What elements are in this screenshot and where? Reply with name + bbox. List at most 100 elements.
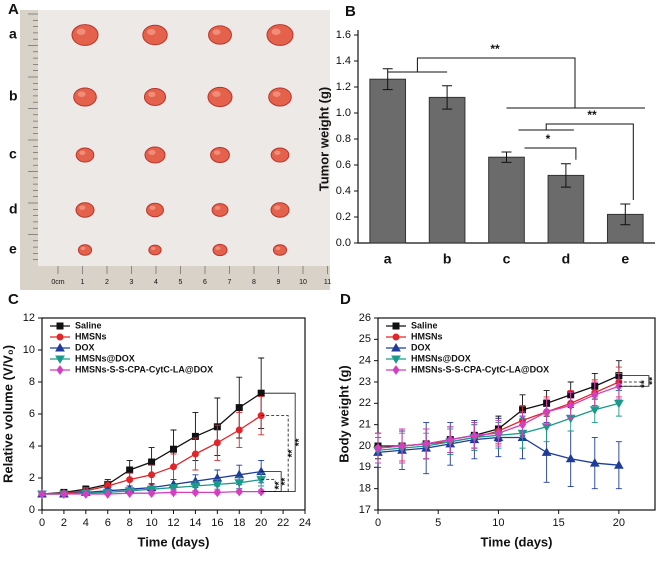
marker [212,480,223,490]
legend-label: HMSNs-S-S-CPA-CytC-LA@DOX [411,364,549,374]
tumor-highlight [274,150,281,155]
marker [235,426,243,434]
x-tick-label: a [384,251,392,267]
ruler-label: 0cm [51,279,64,286]
significance-label: ** [294,438,305,446]
y-tick-label: 0.6 [336,159,351,171]
legend-marker [391,342,401,352]
marker [38,489,46,499]
y-tick-label: 17 [359,504,371,516]
y-axis-title: Body weight (g) [336,365,351,463]
row-label: d [9,201,18,217]
y-tick-label: 0.2 [336,211,351,223]
row-label: a [9,26,17,42]
marker [589,458,600,467]
tumor [268,87,292,107]
chart-panel: B 0.0 0.2 0.4 0.6 0.8 1.0 1.2 1.4 1.6 Tumor weight… [316,3,655,267]
marker [169,487,178,498]
y-tick-label: 0 [29,504,35,516]
tumor [146,202,164,218]
significance-bracket [261,479,276,492]
ruler-label: 3 [130,279,134,286]
tumor-highlight [148,91,156,97]
marker [126,466,134,474]
marker [60,489,68,499]
tumor-highlight [147,28,156,35]
bar [488,156,525,244]
legend-marker [391,355,401,365]
ruler-label: 7 [228,279,232,286]
tumor-highlight [80,246,86,250]
tumor [210,146,230,164]
ruler-label: 6 [203,279,207,286]
x-tick-label: 10 [145,517,157,529]
plot-frame [377,317,656,511]
marker [542,407,551,417]
tumor [148,244,162,256]
y-tick-label: 26 [359,312,371,324]
x-tick-label: 18 [233,517,245,529]
legend-label: HMSNs@DOX [411,353,471,363]
y-tick-label: 1.0 [336,107,351,119]
x-tick-label: 20 [255,517,267,529]
y-tick-label: 6 [29,408,35,420]
y-tick-label: 25 [359,333,371,345]
marker [518,419,527,430]
tumor-highlight [149,205,156,210]
x-tick-label: b [443,251,452,267]
tumor [75,147,95,163]
y-tick-label: 18 [359,483,371,495]
y-tick-label: 0.0 [336,237,351,249]
y-tick-label: 0.4 [336,185,351,197]
marker [190,482,201,492]
y-tick-label: 0.8 [336,133,351,145]
significance-bracket [387,57,645,109]
marker [213,487,221,498]
marker [541,447,552,456]
legend-label: HMSNs [411,331,443,341]
x-tick-label: d [562,251,571,267]
significance-label: ** [274,482,285,490]
tumor [77,244,93,256]
ruler-label: 2 [105,279,109,286]
legend-label: DOX [75,342,95,352]
tumor [212,243,228,257]
marker [170,445,177,453]
marker [374,443,382,453]
legend-marker [56,322,64,330]
y-tick-label: 21 [359,419,371,431]
significance-bracket [261,471,282,492]
significance-label: ** [640,380,651,388]
x-tick-label: 6 [105,517,111,529]
significance-bracket [618,375,650,387]
marker [234,479,245,488]
legend-label: Saline [411,320,438,330]
marker [567,400,575,411]
tumor [211,203,229,217]
bottom-ruler [38,266,330,290]
tumor-highlight [275,246,281,250]
y-tick-label: 2 [29,472,35,484]
y-tick-label: 20 [359,440,371,452]
panel-label: D [340,291,351,308]
tumor-highlight [272,91,281,97]
row-label: b [9,88,18,104]
marker [446,434,454,445]
panel-label: C [8,291,19,308]
tumor-highlight [214,206,221,211]
x-tick-label: 24 [299,517,311,529]
chart-panel: D 17 18 19 20 21 22 23 24 25 26 Body weight (g) 0 5 10… [336,291,658,549]
marker [126,488,134,499]
left-ruler [20,10,38,290]
x-tick-label: 0 [39,517,45,529]
panel-label: B [345,3,356,20]
y-tick-label: 12 [23,312,35,324]
x-tick-label: 15 [553,517,565,529]
significance-label: ** [280,478,291,486]
significance-label: ** [648,377,659,385]
tumor [143,88,167,106]
tumor [75,202,95,218]
y-tick-label: 22 [359,397,371,409]
